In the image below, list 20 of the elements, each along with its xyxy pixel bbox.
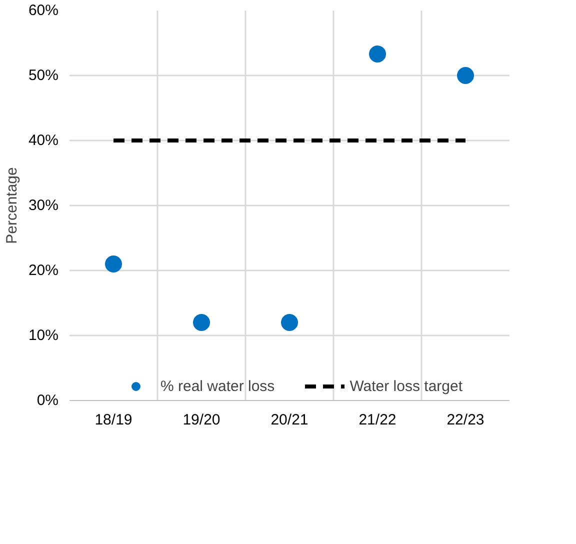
- y-tick-label: 40%: [28, 132, 59, 149]
- y-tick-label: 30%: [28, 197, 59, 214]
- y-axis-title: Percentage: [3, 167, 20, 244]
- legend-label: Water loss target: [350, 378, 463, 394]
- x-tick-label: 19/20: [182, 412, 220, 428]
- point: [281, 314, 298, 331]
- point: [369, 46, 386, 63]
- legend-label: % real water loss: [160, 378, 275, 394]
- y-tick-label: 20%: [28, 262, 59, 279]
- y-tick-label: 50%: [28, 67, 59, 84]
- x-tick-label: 22/23: [446, 412, 484, 428]
- x-tick-label: 18/19: [94, 412, 132, 428]
- y-tick-label: 10%: [28, 327, 59, 344]
- y-tick-label: 0%: [36, 392, 59, 409]
- point: [457, 67, 474, 84]
- x-tick-label: 20/21: [270, 412, 308, 428]
- point: [105, 256, 122, 272]
- y-tick-label: 60%: [28, 2, 59, 19]
- x-tick-label: 21/22: [358, 412, 396, 428]
- point: [193, 314, 210, 331]
